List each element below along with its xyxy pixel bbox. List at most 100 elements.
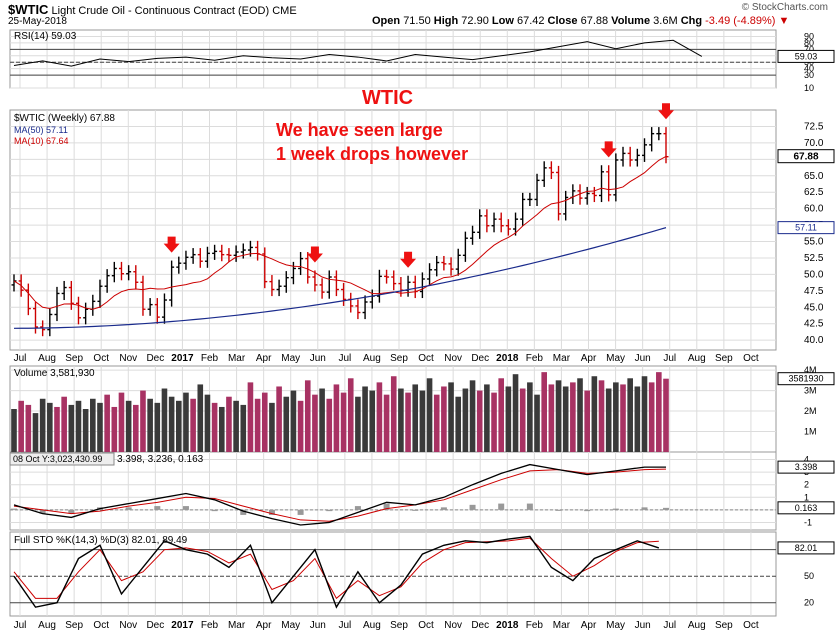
x-tick-label-bottom: Jul — [338, 620, 351, 631]
volume-bar — [548, 384, 555, 452]
drop-arrow-icon — [163, 236, 180, 253]
volume-bar — [233, 400, 239, 452]
macd-tick-label: 4 — [804, 455, 809, 465]
macd-tooltip: 08 Oct Y:3,023,430.99 — [13, 454, 102, 464]
high-value: 72.90 — [461, 15, 489, 27]
macd-histogram-bar — [182, 506, 189, 510]
stockcharts-logo[interactable]: © StockCharts.com — [741, 2, 828, 13]
volume-bar — [276, 386, 282, 452]
x-tick-label-bottom: Aug — [363, 620, 381, 631]
volume-bar — [211, 402, 218, 452]
macd-tick-label: -1 — [804, 517, 812, 527]
volume-bar — [398, 388, 404, 452]
sto-d-line — [13, 537, 659, 600]
chart-title: $WTIC Light Crude Oil - Continuous Contr… — [8, 2, 297, 17]
volume-bar — [620, 384, 626, 452]
x-tick-label-top: Oct — [93, 353, 109, 364]
macd-histogram-bar — [612, 508, 619, 510]
close-value: 67.88 — [580, 15, 609, 27]
x-tick-label-top: Nov — [444, 353, 462, 364]
volume-bar — [469, 380, 476, 452]
volume-bar — [527, 382, 533, 452]
x-tick-label-bottom: Oct — [743, 620, 759, 631]
volume-bar — [412, 384, 419, 452]
price-tick-label: 45.0 — [804, 302, 824, 313]
macd-tick-label: 2 — [804, 480, 809, 490]
macd-histogram-bar — [555, 509, 562, 511]
volume-bar — [476, 390, 483, 452]
macd-tick-label: 1 — [804, 492, 809, 502]
volume-bar — [247, 382, 254, 452]
volume-bar — [54, 406, 60, 452]
x-tick-label-bottom: Aug — [38, 620, 56, 631]
x-tick-label-bottom: Apr — [256, 620, 272, 631]
volume-bar — [383, 394, 390, 452]
x-tick-label-bottom: Aug — [688, 620, 706, 631]
macd-histogram-bar — [211, 509, 218, 512]
volume-bar — [627, 378, 633, 452]
x-tick-label-top: Aug — [363, 353, 381, 364]
macd-histogram-bar — [498, 503, 505, 510]
volume-bar — [570, 382, 576, 452]
volume-bar — [168, 396, 175, 452]
volume-bar — [534, 394, 540, 452]
x-tick-label-top: Jul — [14, 353, 27, 364]
sto-current-box — [777, 541, 835, 555]
chg-value: -3.49 (-4.89%) — [705, 15, 776, 27]
volume-bar — [663, 378, 669, 452]
x-tick-label-top: Sep — [390, 353, 408, 364]
drop-arrow-icon — [600, 141, 617, 158]
last-price-value: 67.88 — [793, 152, 818, 163]
volume-bar — [97, 402, 103, 452]
macd-hist-box — [777, 501, 835, 515]
volume-bar — [355, 396, 361, 452]
x-tick-label-top: Apr — [256, 353, 272, 364]
volume-panel-label: Volume 3,581,930 — [14, 368, 95, 379]
rsi-current-box — [777, 49, 835, 63]
macd-current-value: 3.398 — [795, 462, 818, 472]
volume-bar — [204, 394, 211, 452]
low-value: 67.42 — [516, 15, 545, 27]
volume-bar — [104, 394, 110, 452]
x-tick-label-bottom: Jun — [310, 620, 326, 631]
x-tick-label-bottom: Jul — [663, 620, 676, 631]
volume-bar — [175, 400, 182, 452]
volume-bar — [290, 390, 297, 452]
macd-histogram-bar — [297, 509, 304, 515]
rsi-tick-label: 90 — [804, 31, 814, 41]
macd-histogram-bar — [526, 503, 533, 510]
price-tick-label: 65.0 — [804, 171, 824, 182]
volume-bar — [405, 392, 411, 452]
rsi-panel-label: RSI(14) 59.03 — [14, 31, 77, 42]
open-value: 71.50 — [403, 15, 431, 27]
volume-bar — [562, 386, 569, 452]
price-panel-label: $WTIC (Weekly) 67.88 — [14, 113, 115, 124]
volume-bar — [118, 392, 125, 452]
volume-bar — [39, 398, 46, 452]
macd-histogram-bar — [68, 509, 75, 514]
volume-bar — [18, 400, 24, 452]
volume-bar — [641, 376, 648, 452]
annotation-line-2: 1 week drops however — [276, 144, 468, 164]
macd-line — [13, 463, 666, 526]
volume-bar — [147, 398, 153, 452]
volume-bar — [340, 392, 347, 452]
x-tick-label-bottom: Jun — [635, 620, 651, 631]
volume-bar — [347, 378, 354, 452]
x-tick-label-top: Oct — [418, 353, 434, 364]
x-tick-label-bottom: Feb — [526, 620, 544, 631]
chg-down-icon: ▼ — [778, 15, 790, 27]
price-tick-label: 72.5 — [804, 121, 824, 132]
macd-histogram-bar — [125, 507, 132, 510]
volume-bar — [555, 380, 562, 452]
ma50-box — [777, 221, 835, 235]
panel-frame-price — [9, 109, 777, 351]
volume-bar — [269, 402, 275, 452]
macd-histogram-bar — [584, 509, 591, 512]
x-tick-label-top: Mar — [553, 353, 571, 364]
volume-bar — [283, 396, 290, 452]
volume-bar — [90, 398, 96, 452]
volume-bar — [61, 396, 67, 452]
sto-tick-label: 50 — [804, 571, 814, 581]
macd-hist-value: 0.163 — [795, 503, 818, 513]
